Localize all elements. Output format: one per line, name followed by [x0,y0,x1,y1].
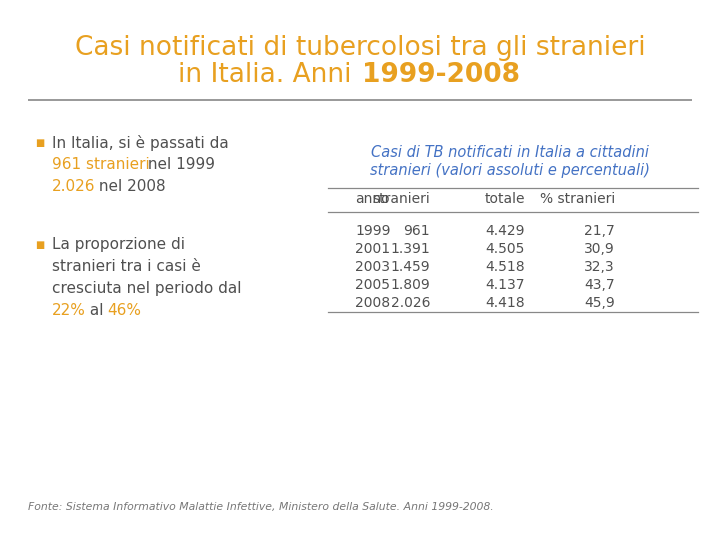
Text: ■: ■ [35,240,44,250]
Text: 2.026: 2.026 [52,179,96,194]
Text: 1.391: 1.391 [390,242,430,256]
Text: stranieri (valori assoluti e percentuali): stranieri (valori assoluti e percentuali… [370,163,650,178]
Text: 2003: 2003 [355,260,390,274]
Text: 2008: 2008 [355,296,390,310]
Text: 1.809: 1.809 [390,278,430,292]
Text: In Italia, si è passati da: In Italia, si è passati da [52,135,229,151]
Text: La proporzione di: La proporzione di [52,237,185,252]
Text: 2.026: 2.026 [390,296,430,310]
Text: Casi notificati di tubercolosi tra gli stranieri: Casi notificati di tubercolosi tra gli s… [75,35,645,61]
Text: in Italia. Anni: in Italia. Anni [178,62,360,88]
Text: nel 2008: nel 2008 [94,179,166,194]
Text: ■: ■ [35,138,44,148]
Text: 46%: 46% [107,303,141,318]
Text: 2005: 2005 [355,278,390,292]
Text: 45,9: 45,9 [584,296,615,310]
Text: 32,3: 32,3 [585,260,615,274]
Text: totale: totale [485,192,525,206]
Text: anno: anno [355,192,390,206]
Text: 43,7: 43,7 [585,278,615,292]
Text: 2001: 2001 [355,242,390,256]
Text: 4.429: 4.429 [485,224,525,238]
Text: 30,9: 30,9 [584,242,615,256]
Text: 961: 961 [403,224,430,238]
Text: al: al [85,303,109,318]
Text: 1.459: 1.459 [390,260,430,274]
Text: 4.518: 4.518 [485,260,525,274]
Text: % stranieri: % stranieri [540,192,615,206]
Text: Casi di TB notificati in Italia a cittadini: Casi di TB notificati in Italia a cittad… [371,145,649,160]
Text: stranieri tra i casi è: stranieri tra i casi è [52,259,201,274]
Text: stranieri: stranieri [372,192,430,206]
Text: 22%: 22% [52,303,86,318]
Text: Fonte: Sistema Informativo Malattie Infettive, Ministero della Salute. Anni 1999: Fonte: Sistema Informativo Malattie Infe… [28,502,494,512]
Text: 961 stranieri: 961 stranieri [52,157,150,172]
Text: 4.418: 4.418 [485,296,525,310]
Text: 1999: 1999 [355,224,390,238]
Text: 4.505: 4.505 [485,242,525,256]
Text: nel 1999: nel 1999 [143,157,215,172]
Text: 4.137: 4.137 [485,278,525,292]
Text: 1999-2008: 1999-2008 [362,62,520,88]
Text: 21,7: 21,7 [584,224,615,238]
Text: cresciuta nel periodo dal: cresciuta nel periodo dal [52,281,241,296]
